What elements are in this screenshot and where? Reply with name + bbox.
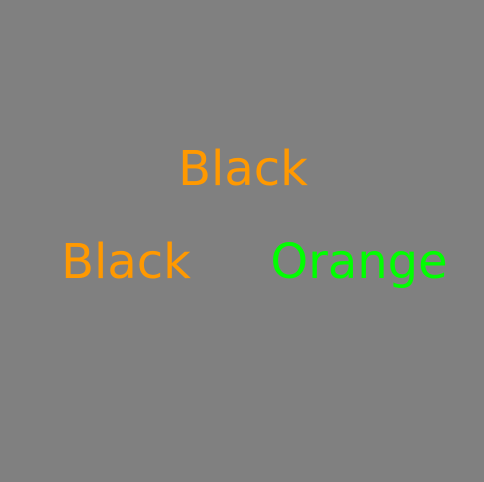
option-left[interactable]: Black — [61, 234, 191, 290]
prompt-word: Black — [178, 141, 308, 197]
option-right[interactable]: Orange — [270, 234, 448, 290]
